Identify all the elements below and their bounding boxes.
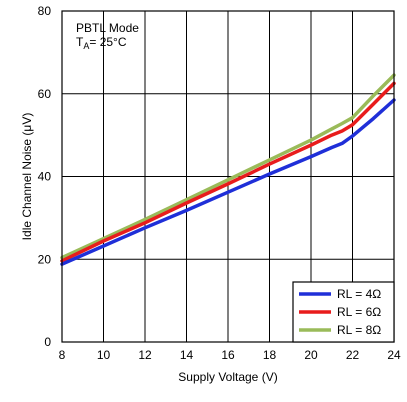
series-line [60,73,396,260]
x-tick-label: 18 [263,348,277,362]
y-tick-label: 20 [38,252,52,266]
y-tick-labels: 0 20 40 60 80 [38,4,52,349]
x-axis-title: Supply Voltage (V) [178,370,277,384]
x-tick-label: 12 [138,348,152,362]
y-tick-label: 80 [38,4,52,18]
legend-label: RL = 4Ω [337,287,381,301]
x-tick-label: 10 [97,348,111,362]
plot-frame [61,10,395,343]
y-axis-title: Idle Channel Noise (μV) [20,113,34,241]
x-tick-label: 14 [180,348,194,362]
y-tick-label: 0 [44,335,51,349]
x-tick-label: 20 [304,348,318,362]
annotation-t-value: = 25°C [89,35,126,49]
y-tick-label: 40 [38,170,52,184]
x-tick-labels: 8 10 12 14 16 18 20 22 24 [59,348,401,362]
x-tick-label: 22 [346,348,360,362]
legend: RL = 4Ω RL = 6Ω RL = 8Ω [292,281,395,343]
series-line [60,81,396,263]
series-layer [60,73,396,266]
annotation-t: T [76,35,84,49]
x-tick-label: 24 [387,348,401,362]
x-tick-label: 8 [59,348,66,362]
annotation-t-subscript: A [83,41,89,51]
legend-label: RL = 8Ω [337,323,381,337]
annotation-temperature: TA= 25°C [76,35,127,51]
series-line [60,98,396,266]
x-tick-label: 16 [221,348,235,362]
annotation: PBTL Mode TA= 25°C [76,21,139,51]
y-tick-label: 60 [38,87,52,101]
legend-label: RL = 6Ω [337,305,381,319]
annotation-mode: PBTL Mode [76,21,139,35]
